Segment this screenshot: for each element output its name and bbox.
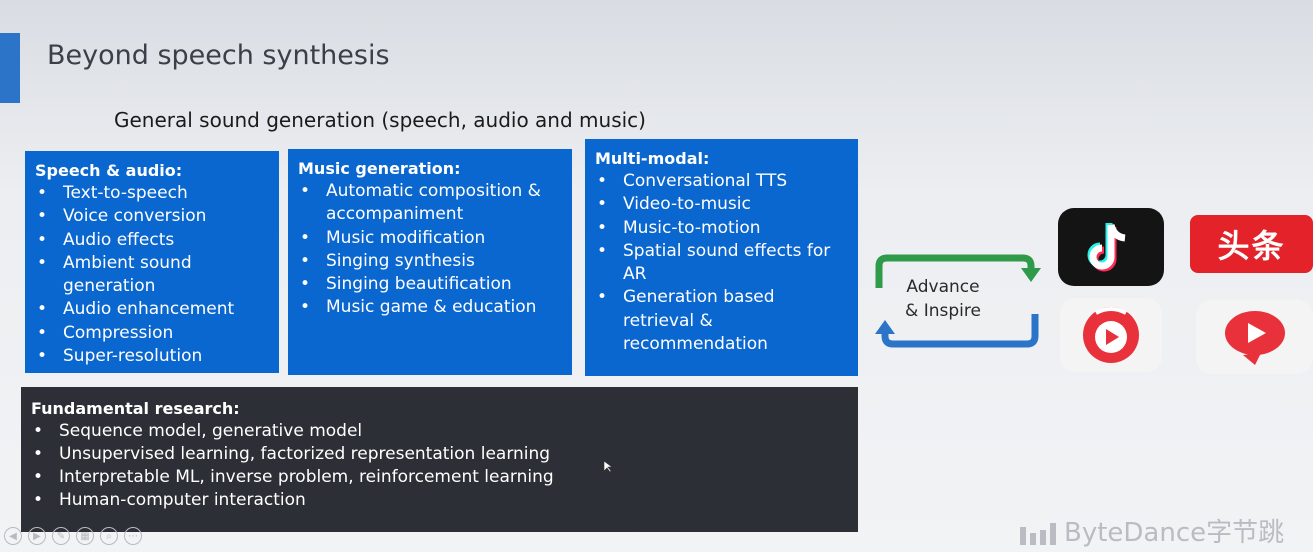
xigua-icon	[1196, 300, 1313, 374]
slide-subtitle: General sound generation (speech, audio …	[114, 108, 646, 132]
list-item: Text-to-speech	[35, 182, 269, 206]
advance-label: Advance	[906, 277, 980, 297]
list-item: Voice conversion	[35, 205, 269, 229]
list-item: Music-to-motion	[595, 217, 848, 241]
green-arrowhead-icon	[1021, 268, 1041, 282]
kuaishou-play-icon	[1083, 307, 1139, 363]
multi-modal-box: Multi-modal: Conversational TTS Video-to…	[585, 139, 858, 376]
advance-inspire-cycle-arrows	[875, 254, 1041, 348]
blue-arrowhead-icon	[875, 320, 895, 334]
speech-audio-list: Text-to-speech Voice conversion Audio ef…	[35, 182, 269, 369]
music-generation-heading: Music generation:	[298, 159, 461, 178]
list-item: Singing synthesis	[298, 250, 562, 274]
mouse-cursor-icon	[604, 461, 612, 473]
bytedance-bars-icon	[1020, 522, 1056, 545]
list-item: Music modification	[298, 227, 562, 251]
advance-inspire-label: Advance & Inspire	[895, 275, 991, 323]
list-item: Spatial sound effects for AR	[595, 240, 848, 287]
list-item: Video-to-music	[595, 193, 848, 217]
multi-modal-heading: Multi-modal:	[595, 149, 710, 168]
list-item: Sequence model, generative model	[31, 420, 848, 443]
multi-modal-list: Conversational TTS Video-to-music Music-…	[595, 170, 848, 356]
bytedance-logo: ByteDance字节跳	[1020, 512, 1284, 549]
toutiao-icon: 头条	[1190, 215, 1313, 273]
more-icon[interactable]: ⋯	[124, 527, 142, 545]
list-item: Interpretable ML, inverse problem, reinf…	[31, 466, 848, 489]
previous-icon[interactable]: ◀	[4, 527, 22, 545]
music-generation-list: Automatic composition & accompaniment Mu…	[298, 180, 562, 320]
fundamental-research-list: Sequence model, generative model Unsuper…	[31, 420, 848, 512]
slide-title: Beyond speech synthesis	[47, 40, 390, 71]
slide-nav-controls: ◀ ▶ ✎ ▦ ⌕ ⋯	[4, 527, 142, 545]
list-item: Generation based retrieval & recommendat…	[595, 286, 848, 356]
list-item: Music game & education	[298, 296, 562, 320]
inspire-label: & Inspire	[905, 301, 981, 321]
blue-arrow-icon	[881, 314, 1039, 348]
list-item: Super-resolution	[35, 345, 269, 369]
music-generation-box: Music generation: Automatic composition …	[288, 149, 572, 375]
list-item: Human-computer interaction	[31, 489, 848, 512]
xigua-play-icon	[1224, 311, 1285, 365]
slides-icon[interactable]: ▦	[76, 527, 94, 545]
speech-audio-heading: Speech & audio:	[35, 161, 183, 180]
green-arrow-icon	[875, 254, 1035, 288]
pen-icon[interactable]: ✎	[52, 527, 70, 545]
list-item: Singing beautification	[298, 273, 562, 297]
speech-audio-box: Speech & audio: Text-to-speech Voice con…	[25, 151, 279, 373]
fundamental-research-box: Fundamental research: Sequence model, ge…	[21, 387, 858, 532]
tiktok-note-icon	[1087, 223, 1126, 272]
kuaishou-icon	[1060, 298, 1162, 372]
list-item: Audio effects	[35, 229, 269, 253]
zoom-icon[interactable]: ⌕	[100, 527, 118, 545]
list-item: Conversational TTS	[595, 170, 848, 194]
list-item: Ambient sound generation	[35, 252, 269, 299]
next-icon[interactable]: ▶	[28, 527, 46, 545]
slide-corner-accent	[0, 33, 20, 103]
bytedance-logo-text: ByteDance字节跳	[1064, 518, 1285, 548]
list-item: Compression	[35, 322, 269, 346]
list-item: Audio enhancement	[35, 298, 269, 322]
list-item: Automatic composition & accompaniment	[298, 180, 562, 227]
fundamental-research-heading: Fundamental research:	[31, 399, 240, 418]
list-item: Unsupervised learning, factorized repres…	[31, 443, 848, 466]
tiktok-icon	[1058, 208, 1164, 286]
